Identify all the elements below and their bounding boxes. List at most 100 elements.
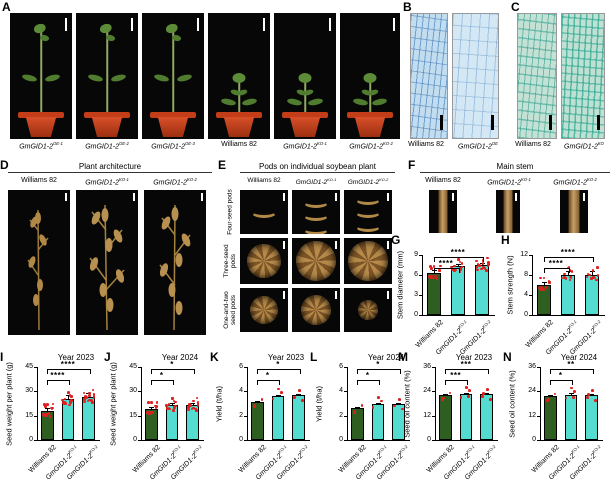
y-tick-mark	[244, 391, 247, 393]
pod-icon	[355, 206, 381, 218]
y-tick-label: 6	[239, 363, 243, 370]
y-tick-label: 36	[528, 363, 536, 370]
data-point	[452, 269, 456, 272]
data-point	[567, 266, 571, 269]
data-point	[190, 407, 194, 411]
flower-pot	[216, 112, 262, 118]
data-point	[47, 412, 50, 416]
data-point	[196, 404, 200, 408]
column-caption: Williams 82	[247, 177, 281, 184]
significance-bracket	[544, 257, 594, 262]
error-bar-cap	[275, 394, 281, 396]
pod-icon	[251, 206, 277, 218]
y-tick-label: 0	[29, 436, 33, 443]
data-point	[88, 394, 91, 397]
plot-area	[532, 255, 605, 316]
y-axis-label: Seed oil content (%)	[402, 369, 412, 438]
leaf-icon	[44, 73, 61, 83]
data-point	[451, 267, 454, 271]
bar	[480, 393, 494, 440]
data-point	[154, 404, 158, 408]
y-tick-label: 6	[414, 271, 418, 278]
bar	[165, 405, 179, 440]
column-caption: GmGID1-2KO-2	[553, 177, 597, 187]
data-point	[586, 272, 590, 276]
panel-label-F: F	[408, 158, 416, 172]
error-bar-cap	[190, 402, 196, 404]
soybean-plant-photo	[340, 13, 400, 139]
significance-bracket	[257, 369, 301, 374]
error-bar-cap	[65, 395, 71, 397]
data-point	[43, 405, 47, 408]
data-point	[478, 264, 481, 267]
soybean-plant-photo	[76, 13, 138, 139]
scale-bar	[452, 193, 454, 201]
chart-title: Year 2024	[161, 353, 199, 362]
scale-bar	[387, 193, 389, 201]
data-point	[83, 398, 86, 401]
chart-title: Year 2023	[57, 353, 95, 362]
chart-yield-2023: K Year 2023 Yield (t/ha) 0 2 4 6 * * Williams 82 G…	[210, 350, 320, 498]
significance-label: *	[365, 371, 370, 380]
scale-bar	[133, 193, 135, 201]
y-tick-mark	[244, 440, 247, 441]
data-point	[453, 264, 456, 268]
error-bar-cap	[455, 264, 461, 266]
data-point	[68, 400, 72, 404]
scale-bar	[64, 18, 67, 31]
significance-label: ****	[450, 248, 466, 257]
data-point	[475, 259, 478, 263]
significance-bracket	[544, 268, 570, 273]
data-point	[91, 401, 94, 404]
data-point	[70, 395, 73, 398]
pods-photo	[344, 238, 392, 284]
data-point	[468, 389, 471, 393]
data-point	[437, 268, 441, 272]
y-tick-mark	[432, 415, 435, 417]
leaf-icon	[371, 97, 388, 107]
data-point	[147, 411, 150, 415]
stem-segment	[568, 190, 580, 233]
pod-icon	[303, 223, 329, 234]
data-point	[481, 266, 485, 270]
y-tick-label: 24	[528, 387, 536, 395]
pods-photo	[344, 190, 392, 234]
panel-label-C: C	[511, 0, 520, 14]
y-tick-mark	[432, 367, 435, 368]
data-point	[353, 409, 357, 413]
data-point	[301, 399, 304, 402]
data-point	[147, 401, 150, 404]
leaf-icon	[87, 73, 104, 83]
chart-oil-2023: M Year 2023 Seed oil content (%) 0 12 24 36 ***…	[398, 350, 508, 498]
y-tick-label: 0	[524, 311, 528, 318]
error-bar	[592, 270, 593, 275]
pod-icon	[355, 233, 381, 234]
data-point	[540, 286, 543, 289]
panel-letter: N	[503, 350, 512, 364]
flower-pot	[354, 117, 386, 137]
y-tick-label: 4	[239, 387, 243, 395]
data-point	[50, 406, 54, 410]
pod-pile-icon	[296, 241, 336, 281]
leaf-icon	[220, 97, 237, 107]
error-bar	[47, 407, 49, 411]
data-point	[432, 265, 436, 268]
error-bar	[151, 406, 153, 410]
data-point	[51, 402, 55, 406]
y-axis-label: Stem diameter (mm)	[395, 250, 405, 320]
data-point	[43, 413, 46, 416]
photo-caption: GmGID1-2OE-3	[151, 141, 195, 151]
scale-bar	[440, 115, 443, 130]
data-point	[45, 414, 49, 417]
data-point	[398, 397, 401, 401]
data-point	[151, 411, 154, 414]
scale-bar	[262, 18, 265, 31]
data-point	[380, 399, 383, 403]
error-bar	[568, 270, 569, 275]
data-point	[68, 403, 72, 407]
bar	[82, 397, 96, 440]
row-label: One-and-two seed pods	[223, 291, 237, 329]
data-point	[82, 391, 86, 395]
data-point	[430, 267, 433, 271]
data-point	[149, 412, 153, 416]
